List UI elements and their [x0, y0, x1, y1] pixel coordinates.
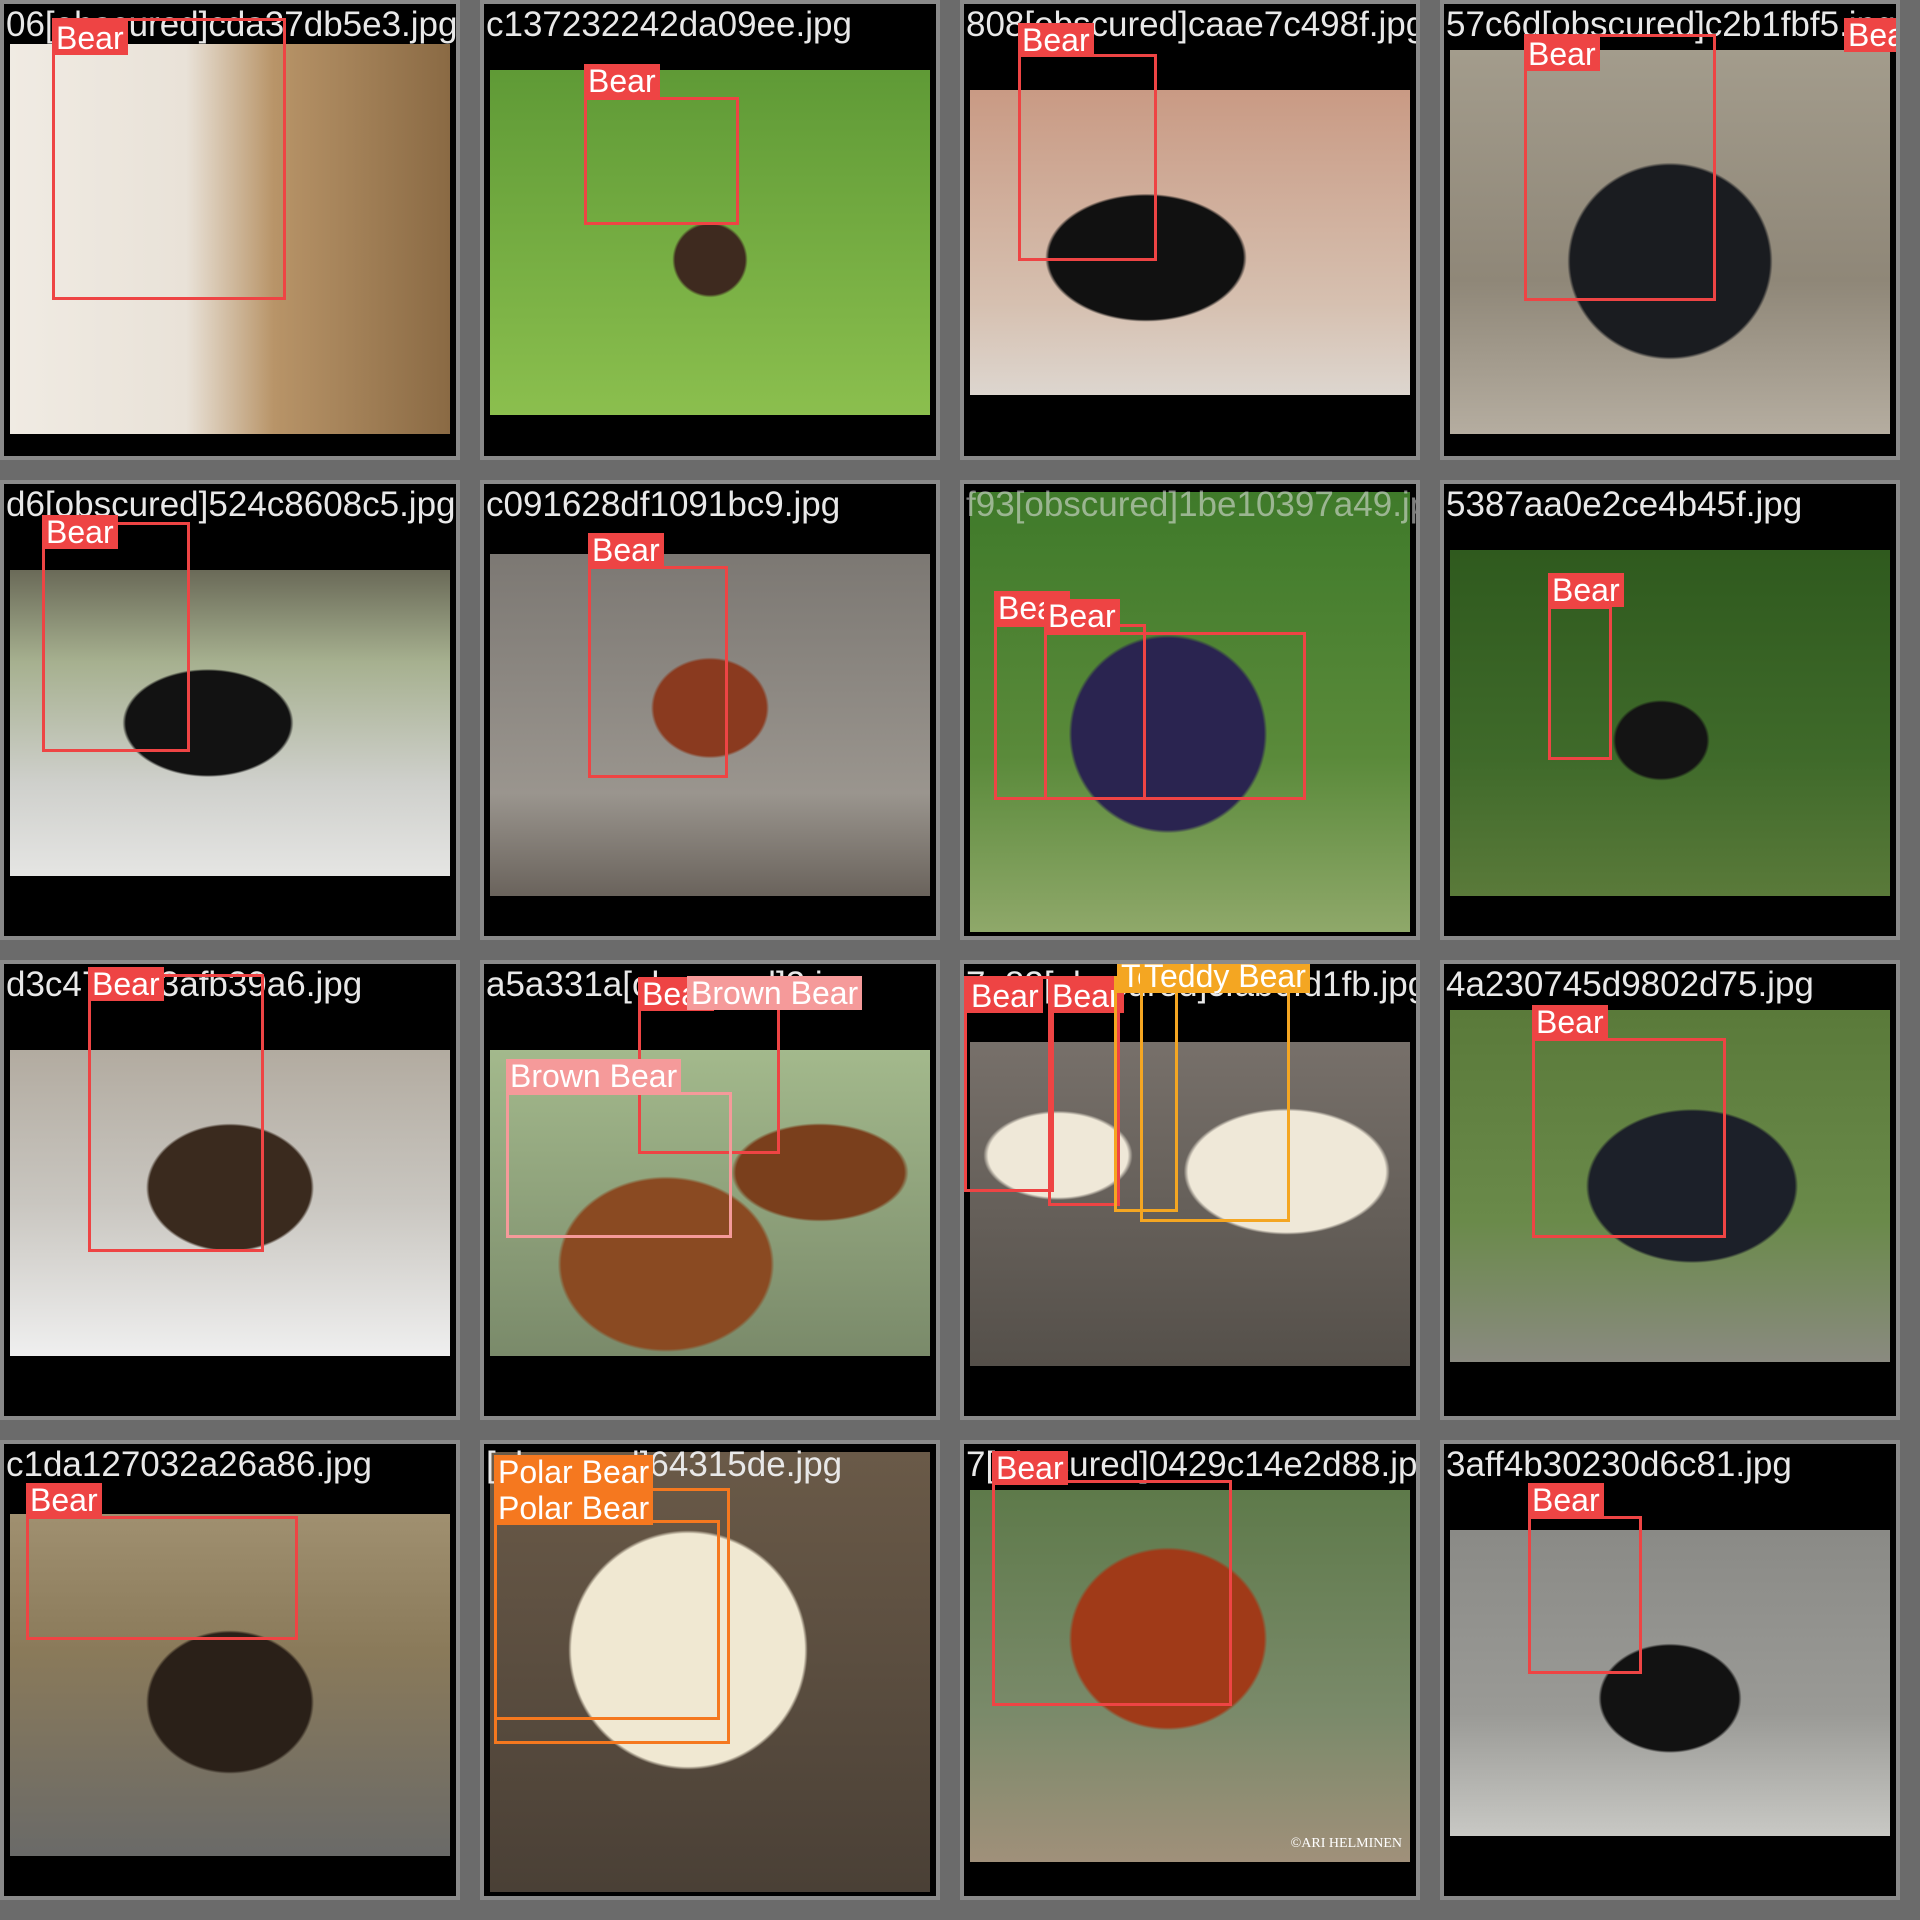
detection-box: Bear [1548, 573, 1624, 760]
image-tile[interactable]: 06[obscured]cda37db5e3.jpg Bear [0, 0, 460, 460]
detection-box: Bear [964, 976, 1054, 1192]
detection-label: Polar Bear [494, 1491, 654, 1525]
image-tile[interactable]: 3aff4b30230d6c81.jpg Bear [1440, 1440, 1900, 1900]
thumbnail-image [970, 90, 1410, 395]
detection-box: Bear [992, 1451, 1232, 1706]
detection-box: Bear [1844, 18, 1896, 58]
detection-label: Brown Bear [506, 1059, 682, 1093]
thumbnail-image [1450, 50, 1890, 434]
detection-label: Teddy Bear [1140, 964, 1310, 993]
image-tile[interactable]: 7e83[obscured]cfab6fd1fb.jpg Bear Bear T… [960, 960, 1420, 1420]
thumbnail-image [10, 570, 450, 876]
file-name: 5387aa0e2ce4b45f.jpg [1446, 485, 1803, 524]
detection-label: Bear [1528, 1483, 1604, 1517]
detection-box: Teddy Bear [1140, 964, 1310, 1222]
file-name: c091628df1091bc9.jpg [486, 485, 841, 524]
image-tile[interactable]: c137232242da09ee.jpg Bear [480, 0, 940, 460]
detection-label: Bear [992, 1451, 1068, 1485]
image-tile[interactable]: 7[obscured]0429c14e2d88.jpg Bear ©ARI HE… [960, 1440, 1420, 1900]
thumbnail-image [1450, 1010, 1890, 1362]
detection-box: Bear [52, 18, 286, 300]
file-name: c1da127032a26a86.jpg [6, 1445, 372, 1484]
detection-label: Bear [967, 979, 1043, 1013]
image-tile[interactable]: 57c6d[obscured]c2b1fbf5.jpg Bear Bear [1440, 0, 1900, 460]
detection-box: Bear [1532, 1005, 1726, 1238]
detection-box: Bear [1524, 34, 1716, 301]
detection-box: Bear [1528, 1483, 1642, 1674]
detection-label: Bear [52, 21, 128, 55]
image-tile[interactable]: 808[obscured]caae7c498f.jpg Bear [960, 0, 1420, 460]
thumbnail-image [1450, 1530, 1890, 1836]
thumbnail-image [970, 492, 1410, 932]
detection-label: Bear [1044, 599, 1120, 633]
detection-box: Bear [1018, 23, 1157, 261]
thumbnail-image [490, 70, 930, 415]
file-name: d3c47da83afb39a6.jpg [6, 965, 363, 1004]
image-tile[interactable]: d6[obscured]524c8608c5.jpg Bear [0, 480, 460, 940]
detection-label: Bear [588, 533, 664, 567]
detection-box: Bear [588, 533, 728, 778]
watermark-text: ©ARI HELMINEN [1290, 1836, 1402, 1851]
detection-label: Bear [26, 1483, 102, 1517]
thumbnail-image [10, 1050, 450, 1356]
image-tile[interactable]: c091628df1091bc9.jpg Bear [480, 480, 940, 940]
detection-label: Bear [1844, 18, 1896, 52]
image-tile[interactable]: 4a230745d9802d75.jpg Bear [1440, 960, 1900, 1420]
image-tile[interactable]: d3c47da83afb39a6.jpg Bear [0, 960, 460, 1420]
detection-label: Bear [1018, 23, 1094, 57]
detection-label: Bear [42, 515, 118, 549]
detection-box: Bear [584, 64, 739, 225]
detection-label: Bear [584, 64, 660, 98]
detection-label: Bear [1524, 37, 1600, 71]
thumbnail-image [10, 1514, 450, 1856]
detection-box: Bear [42, 515, 190, 752]
file-name: f93[obscured]1be10397a49.jpg [966, 485, 1420, 524]
image-tile[interactable]: c1da127032a26a86.jpg Bear [0, 1440, 460, 1900]
detection-box: Brown Bear [506, 1059, 732, 1238]
file-name: 4a230745d9802d75.jpg [1446, 965, 1814, 1004]
file-name: 57c6d[obscured]c2b1fbf5.jpg [1446, 5, 1896, 44]
thumbnail-image [970, 1042, 1410, 1366]
file-name: 3aff4b30230d6c81.jpg [1446, 1445, 1792, 1484]
thumbnail-image [490, 1050, 930, 1356]
detection-label: Bear [88, 967, 164, 1001]
detection-label: Polar Bear [494, 1455, 654, 1489]
thumbnail-image [490, 1452, 930, 1892]
thumbnail-image [970, 1490, 1410, 1862]
detection-label: Bear [1532, 1005, 1608, 1039]
detection-box: Polar Bear [494, 1491, 720, 1720]
image-tile[interactable]: [obscured]64315de.jpg Polar Bear Polar B… [480, 1440, 940, 1900]
image-tile[interactable]: a5a331a[obscured]3.jpg Bear Brown Bear B… [480, 960, 940, 1420]
detection-box: Bear [1044, 599, 1306, 800]
file-name: c137232242da09ee.jpg [486, 5, 852, 44]
image-tile[interactable]: f93[obscured]1be10397a49.jpg Bear Bear [960, 480, 1420, 940]
detection-box: Bear [88, 967, 264, 1252]
detection-label: Brown Bear [687, 976, 863, 1010]
thumbnail-image [490, 554, 930, 896]
detection-box: Bear [26, 1483, 298, 1640]
detection-label: Bear [1548, 573, 1624, 607]
thumbnail-image [1450, 550, 1890, 896]
image-tile[interactable]: 5387aa0e2ce4b45f.jpg Bear [1440, 480, 1900, 940]
thumbnail-image [10, 44, 450, 434]
detection-label: Bear [1048, 979, 1124, 1013]
detection-box: Bear [1048, 976, 1124, 1206]
